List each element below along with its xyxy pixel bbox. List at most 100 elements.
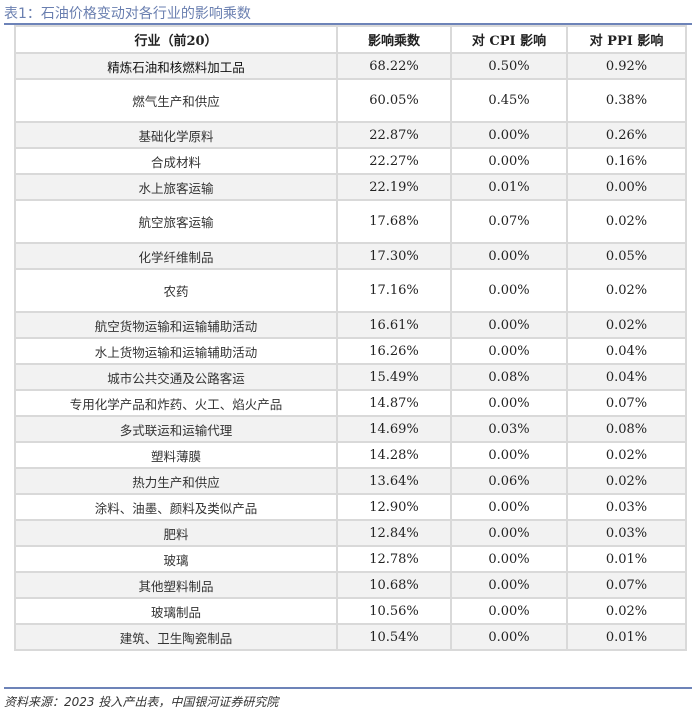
industry-cell: 航空货物运输和运输辅助活动	[14, 311, 338, 339]
header-row: 行业（前20） 影响乘数 对 CPI 影响 对 PPI 影响	[14, 25, 687, 54]
cpi-cell: 0.00%	[450, 268, 568, 313]
industry-cell: 其他塑料制品	[14, 571, 338, 599]
multiplier-cell: 14.69%	[336, 415, 452, 443]
cpi-cell: 0.00%	[450, 623, 568, 651]
cpi-cell: 0.00%	[450, 545, 568, 573]
multiplier-cell: 16.61%	[336, 311, 452, 339]
cpi-cell: 0.08%	[450, 363, 568, 391]
multiplier-cell: 22.19%	[336, 173, 452, 201]
multiplier-cell: 22.87%	[336, 121, 452, 149]
ppi-cell: 0.02%	[566, 467, 687, 495]
cpi-cell: 0.01%	[450, 173, 568, 201]
multiplier-cell: 10.54%	[336, 623, 452, 651]
table-row: 航空旅客运输 17.68% 0.07% 0.02%	[14, 199, 687, 244]
multiplier-cell: 17.16%	[336, 268, 452, 313]
industry-cell: 塑料薄膜	[14, 441, 338, 469]
ppi-cell: 0.07%	[566, 389, 687, 417]
multiplier-cell: 14.28%	[336, 441, 452, 469]
industry-cell: 水上旅客运输	[14, 173, 338, 201]
cpi-cell: 0.00%	[450, 337, 568, 365]
cpi-cell: 0.06%	[450, 467, 568, 495]
ppi-cell: 0.03%	[566, 493, 687, 521]
multiplier-cell: 17.68%	[336, 199, 452, 244]
source-note: 资料来源：2023 投入产出表，中国银河证券研究院	[4, 695, 279, 709]
table-row: 涂料、油墨、颜料及类似产品 12.90% 0.00% 0.03%	[14, 493, 687, 521]
ppi-cell: 0.04%	[566, 363, 687, 391]
multiplier-cell: 12.78%	[336, 545, 452, 573]
ppi-cell: 0.08%	[566, 415, 687, 443]
table-row: 水上货物运输和运输辅助活动 16.26% 0.00% 0.04%	[14, 337, 687, 365]
top-rule	[4, 23, 692, 25]
table-row: 化学纤维制品 17.30% 0.00% 0.05%	[14, 242, 687, 270]
industry-cell: 多式联运和运输代理	[14, 415, 338, 443]
cpi-cell: 0.50%	[450, 52, 568, 80]
table-row: 塑料薄膜 14.28% 0.00% 0.02%	[14, 441, 687, 469]
multiplier-cell: 22.27%	[336, 147, 452, 175]
table-row: 多式联运和运输代理 14.69% 0.03% 0.08%	[14, 415, 687, 443]
table-row: 肥料 12.84% 0.00% 0.03%	[14, 519, 687, 547]
cpi-cell: 0.00%	[450, 493, 568, 521]
cpi-cell: 0.00%	[450, 389, 568, 417]
ppi-cell: 0.05%	[566, 242, 687, 270]
ppi-cell: 0.00%	[566, 173, 687, 201]
ppi-cell: 0.02%	[566, 597, 687, 625]
industry-cell: 精炼石油和核燃料加工品	[14, 52, 338, 80]
table-row: 基础化学原料 22.87% 0.00% 0.26%	[14, 121, 687, 149]
multiplier-cell: 12.90%	[336, 493, 452, 521]
industry-cell: 合成材料	[14, 147, 338, 175]
industry-cell: 涂料、油墨、颜料及类似产品	[14, 493, 338, 521]
industry-cell: 专用化学产品和炸药、火工、焰火产品	[14, 389, 338, 417]
ppi-cell: 0.38%	[566, 78, 687, 123]
table-row: 合成材料 22.27% 0.00% 0.16%	[14, 147, 687, 175]
multiplier-cell: 60.05%	[336, 78, 452, 123]
table-row: 城市公共交通及公路客运 15.49% 0.08% 0.04%	[14, 363, 687, 391]
ppi-cell: 0.16%	[566, 147, 687, 175]
header-industry: 行业（前20）	[14, 25, 338, 54]
industry-cell: 燃气生产和供应	[14, 78, 338, 123]
table-row: 热力生产和供应 13.64% 0.06% 0.02%	[14, 467, 687, 495]
multiplier-cell: 17.30%	[336, 242, 452, 270]
ppi-cell: 0.07%	[566, 571, 687, 599]
ppi-cell: 0.01%	[566, 623, 687, 651]
bottom-rule	[4, 687, 692, 689]
industry-cell: 肥料	[14, 519, 338, 547]
cpi-cell: 0.07%	[450, 199, 568, 244]
table-row: 玻璃 12.78% 0.00% 0.01%	[14, 545, 687, 573]
cpi-cell: 0.45%	[450, 78, 568, 123]
industry-cell: 玻璃	[14, 545, 338, 573]
multiplier-cell: 15.49%	[336, 363, 452, 391]
ppi-cell: 0.02%	[566, 199, 687, 244]
multiplier-cell: 10.56%	[336, 597, 452, 625]
cpi-cell: 0.03%	[450, 415, 568, 443]
cpi-cell: 0.00%	[450, 311, 568, 339]
cpi-cell: 0.00%	[450, 242, 568, 270]
ppi-cell: 0.04%	[566, 337, 687, 365]
header-cpi: 对 CPI 影响	[450, 25, 568, 54]
cpi-cell: 0.00%	[450, 121, 568, 149]
table-row: 专用化学产品和炸药、火工、焰火产品 14.87% 0.00% 0.07%	[14, 389, 687, 417]
table-row: 航空货物运输和运输辅助活动 16.61% 0.00% 0.02%	[14, 311, 687, 339]
industry-cell: 基础化学原料	[14, 121, 338, 149]
multiplier-cell: 68.22%	[336, 52, 452, 80]
header-ppi: 对 PPI 影响	[566, 25, 687, 54]
cpi-cell: 0.00%	[450, 519, 568, 547]
ppi-cell: 0.02%	[566, 311, 687, 339]
industry-cell: 水上货物运输和运输辅助活动	[14, 337, 338, 365]
multiplier-cell: 13.64%	[336, 467, 452, 495]
industry-cell: 热力生产和供应	[14, 467, 338, 495]
cpi-cell: 0.00%	[450, 147, 568, 175]
table-row: 农药 17.16% 0.00% 0.02%	[14, 268, 687, 313]
industry-cell: 化学纤维制品	[14, 242, 338, 270]
header-multiplier: 影响乘数	[336, 25, 452, 54]
industry-cell: 航空旅客运输	[14, 199, 338, 244]
table-row: 建筑、卫生陶瓷制品 10.54% 0.00% 0.01%	[14, 623, 687, 651]
multiplier-cell: 12.84%	[336, 519, 452, 547]
industry-cell: 建筑、卫生陶瓷制品	[14, 623, 338, 651]
ppi-cell: 0.92%	[566, 52, 687, 80]
ppi-cell: 0.02%	[566, 268, 687, 313]
table-row: 水上旅客运输 22.19% 0.01% 0.00%	[14, 173, 687, 201]
industry-cell: 城市公共交通及公路客运	[14, 363, 338, 391]
ppi-cell: 0.01%	[566, 545, 687, 573]
ppi-cell: 0.03%	[566, 519, 687, 547]
table-row: 精炼石油和核燃料加工品 68.22% 0.50% 0.92%	[14, 52, 687, 80]
